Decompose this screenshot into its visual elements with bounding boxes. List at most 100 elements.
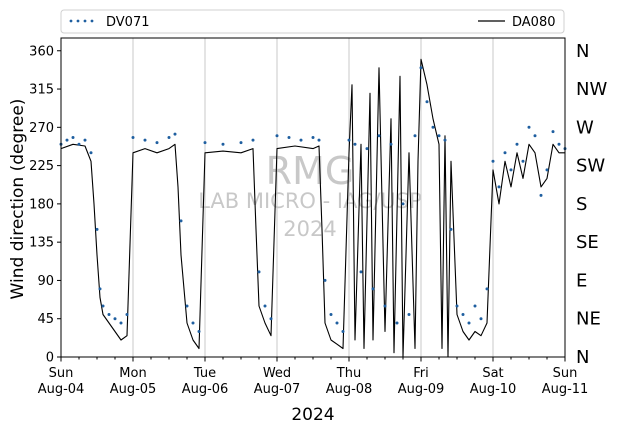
point-dv071 xyxy=(203,141,207,145)
series-dv071 xyxy=(59,66,567,333)
point-dv071 xyxy=(89,151,93,155)
point-dv071 xyxy=(425,100,429,104)
point-dv071 xyxy=(317,138,321,142)
compass-label: N xyxy=(576,347,589,368)
point-dv071 xyxy=(539,193,543,197)
point-dv071 xyxy=(521,159,525,163)
point-dv071 xyxy=(239,141,243,145)
y-tick-label: 180 xyxy=(29,197,54,212)
point-dv071 xyxy=(467,321,471,325)
x-tick-date: Aug-05 xyxy=(110,382,157,397)
point-dv071 xyxy=(365,147,369,151)
x-tick-weekday: Wed xyxy=(263,366,291,381)
right-axis: N NE E SE S SW W NW N xyxy=(576,41,607,368)
point-dv071 xyxy=(131,136,135,139)
point-dv071 xyxy=(257,270,261,274)
point-dv071 xyxy=(299,138,303,142)
point-dv071 xyxy=(371,287,375,291)
y-tick-label: 360 xyxy=(29,44,54,59)
point-dv071 xyxy=(221,142,225,146)
point-dv071 xyxy=(341,330,345,333)
x-tick-date: Aug-09 xyxy=(398,382,445,397)
point-dv071 xyxy=(143,138,147,142)
watermark-lab: LAB MICRO - IAG/USP xyxy=(198,189,422,213)
point-dv071 xyxy=(413,134,417,138)
y-tick-label: 45 xyxy=(37,312,54,327)
compass-label: SE xyxy=(576,232,599,253)
legend-box xyxy=(60,9,565,34)
point-dv071 xyxy=(101,304,105,308)
x-tick-date: Aug-08 xyxy=(326,382,373,397)
compass-label: NW xyxy=(576,79,607,100)
point-dv071 xyxy=(173,132,177,136)
y-axis-title: Wind direction (degree) xyxy=(8,99,28,300)
point-dv071 xyxy=(77,142,81,146)
compass-label: W xyxy=(576,117,594,138)
point-dv071 xyxy=(515,142,519,146)
point-dv071 xyxy=(527,125,531,129)
point-dv071 xyxy=(473,304,477,308)
point-dv071 xyxy=(65,138,69,142)
point-dv071 xyxy=(107,313,111,316)
point-dv071 xyxy=(179,219,183,223)
x-tick-weekday: Tue xyxy=(193,366,216,381)
point-dv071 xyxy=(353,142,357,146)
point-dv071 xyxy=(407,313,411,316)
x-tick-date: Aug-06 xyxy=(182,382,229,397)
point-dv071 xyxy=(275,134,279,138)
point-dv071 xyxy=(437,134,441,138)
legend-dot xyxy=(69,19,73,23)
x-tick-date: Aug-07 xyxy=(254,382,301,397)
x-tick-weekday: Sun xyxy=(49,366,74,381)
x-tick-weekday: Sun xyxy=(553,366,578,381)
point-dv071 xyxy=(509,168,513,172)
y-tick-label: 0 xyxy=(46,351,54,366)
point-dv071 xyxy=(551,130,555,134)
point-dv071 xyxy=(287,136,291,139)
x-tick-weekday: Fri xyxy=(413,366,429,381)
x-tick-date: Aug-10 xyxy=(470,382,517,397)
point-dv071 xyxy=(125,313,129,316)
point-dv071 xyxy=(269,317,273,321)
point-dv071 xyxy=(461,313,465,316)
legend-dot xyxy=(76,19,80,23)
point-dv071 xyxy=(419,66,423,70)
legend-dot xyxy=(83,19,87,23)
x-tick-weekday: Sat xyxy=(482,366,503,381)
point-dv071 xyxy=(113,317,117,321)
x-tick-date: Aug-11 xyxy=(542,382,589,397)
point-dv071 xyxy=(95,227,99,231)
point-dv071 xyxy=(503,151,507,155)
point-dv071 xyxy=(359,270,363,274)
watermark: RMG LAB MICRO - IAG/USP 2024 xyxy=(198,149,422,241)
y-tick-label: 135 xyxy=(29,236,54,251)
point-dv071 xyxy=(323,278,327,282)
x-tick-date: Aug-04 xyxy=(38,382,85,397)
point-dv071 xyxy=(83,138,87,142)
point-dv071 xyxy=(155,141,159,145)
point-dv071 xyxy=(395,321,399,325)
point-dv071 xyxy=(449,227,453,231)
point-dv071 xyxy=(329,313,333,316)
legend-marker-dv071 xyxy=(69,19,94,23)
line-da080 xyxy=(60,58,565,358)
compass-label: NE xyxy=(576,309,601,330)
point-dv071 xyxy=(263,304,267,308)
legend: DV071 DA080 xyxy=(60,9,565,34)
point-dv071 xyxy=(119,321,123,325)
point-dv071 xyxy=(491,159,495,163)
point-dv071 xyxy=(479,317,483,321)
legend-label-da080: DA080 xyxy=(512,15,556,30)
point-dv071 xyxy=(347,138,351,142)
compass-label: N xyxy=(576,41,589,62)
point-dv071 xyxy=(251,138,255,142)
compass-label: SW xyxy=(576,156,605,177)
point-dv071 xyxy=(389,142,393,146)
x-axis-title: 2024 xyxy=(291,405,334,425)
y-tick-label: 270 xyxy=(29,121,54,136)
point-dv071 xyxy=(191,321,195,325)
point-dv071 xyxy=(167,136,171,139)
point-dv071 xyxy=(485,287,489,291)
x-axis: SunAug-04MonAug-05TueAug-06WedAug-07ThuA… xyxy=(38,357,589,397)
